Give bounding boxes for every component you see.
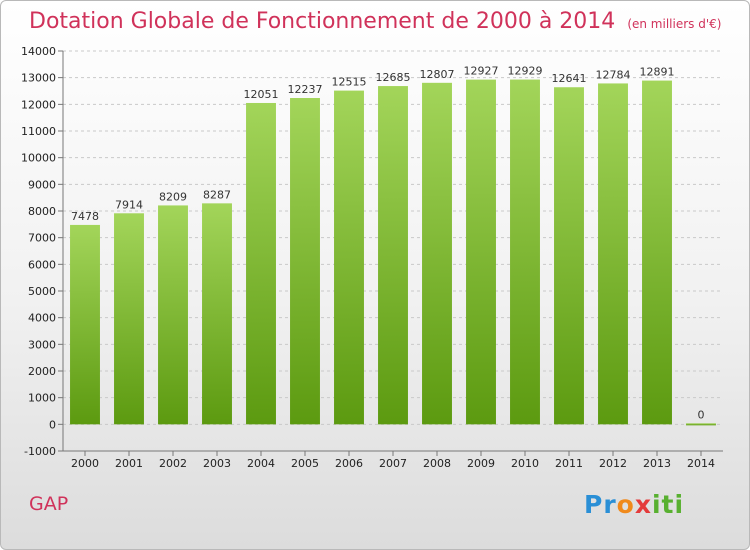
- chart-title-text: Dotation Globale de Fonctionnement de 20…: [29, 9, 616, 34]
- x-tick-label: 2003: [203, 457, 231, 470]
- y-tick-label: 2000: [28, 365, 56, 378]
- bar-2006: [334, 90, 364, 425]
- logo-part-2: o: [616, 490, 635, 519]
- data-label-2009: 12927: [464, 65, 499, 78]
- y-tick-label: 12000: [21, 98, 56, 111]
- data-label-2007: 12685: [376, 71, 411, 84]
- data-label-2014: 0: [698, 408, 705, 421]
- bar-2004: [246, 102, 276, 425]
- logo-part-1: Pr: [584, 490, 617, 519]
- x-tick-label: 2012: [599, 457, 627, 470]
- bar-2013: [642, 80, 672, 425]
- y-tick-label: 10000: [21, 152, 56, 165]
- y-tick-label: 8000: [28, 205, 56, 218]
- bar-2012: [598, 83, 628, 425]
- bar-2014: [686, 423, 716, 426]
- proxiti-logo: Proxiti: [584, 490, 684, 519]
- x-tick-label: 2005: [291, 457, 319, 470]
- x-tick-label: 2011: [555, 457, 583, 470]
- x-tick-label: 2007: [379, 457, 407, 470]
- x-tick-label: 2013: [643, 457, 671, 470]
- y-tick-label: 3000: [28, 338, 56, 351]
- y-tick-labels: -1000 0 1000 2000 3000 4000 5000 6000 7000 8000 90…: [21, 45, 56, 458]
- data-label-2002: 8209: [159, 190, 187, 203]
- axes: [58, 50, 723, 456]
- y-tick-label: 6000: [28, 258, 56, 271]
- x-tick-label: 2001: [115, 457, 143, 470]
- data-label-2013: 12891: [640, 66, 675, 79]
- y-tick-label: 1000: [28, 392, 56, 405]
- data-label-2010: 12929: [508, 65, 543, 78]
- x-tick-label: 2009: [467, 457, 495, 470]
- bar-2010: [510, 79, 540, 425]
- y-tick-label: -1000: [24, 445, 56, 458]
- data-label-2006: 12515: [332, 76, 367, 89]
- bar-2007: [378, 86, 408, 425]
- bar-2003: [202, 203, 232, 425]
- commune-name: GAP: [29, 493, 69, 515]
- data-label-2008: 12807: [420, 68, 455, 81]
- bar-2000: [70, 224, 100, 425]
- bar-2001: [114, 213, 144, 425]
- y-tick-label: 4000: [28, 312, 56, 325]
- data-label-2005: 12237: [288, 83, 323, 96]
- data-label-2011: 12641: [552, 72, 587, 85]
- chart-unit: (en milliers d'€): [627, 17, 722, 31]
- data-label-2012: 12784: [596, 68, 631, 81]
- x-tick-label: 2008: [423, 457, 451, 470]
- bar-2009: [466, 79, 496, 425]
- x-tick-label: 2004: [247, 457, 275, 470]
- bar-2005: [290, 98, 320, 425]
- bar-2002: [158, 205, 188, 425]
- y-tick-label: 7000: [28, 232, 56, 245]
- x-tick-label: 2002: [159, 457, 187, 470]
- logo-part-4: iti: [651, 490, 685, 519]
- x-tick-label: 2006: [335, 457, 363, 470]
- bar-2011: [554, 87, 584, 425]
- bars: [70, 79, 716, 426]
- data-labels: 7478 7914 8209 8287 12051 12237 12515 12685 1280…: [71, 65, 705, 422]
- bar-2008: [422, 82, 452, 425]
- x-tick-labels: 2000 2001 2002 2003 2004 2005 2006 2007 2008 2009…: [71, 457, 715, 470]
- y-tick-label: 0: [49, 418, 56, 431]
- y-tick-label: 9000: [28, 178, 56, 191]
- data-label-2001: 7914: [115, 198, 143, 211]
- chart-title: Dotation Globale de Fonctionnement de 20…: [29, 9, 721, 34]
- x-tick-label: 2000: [71, 457, 99, 470]
- y-tick-label: 5000: [28, 285, 56, 298]
- y-tick-label: 11000: [21, 125, 56, 138]
- data-label-2004: 12051: [244, 88, 279, 101]
- x-tick-label: 2014: [687, 457, 715, 470]
- x-tick-label: 2010: [511, 457, 539, 470]
- y-tick-label: 14000: [21, 45, 56, 58]
- y-tick-label: 13000: [21, 72, 56, 85]
- data-label-2003: 8287: [203, 188, 231, 201]
- logo-part-3: x: [634, 490, 652, 519]
- data-label-2000: 7478: [71, 210, 99, 223]
